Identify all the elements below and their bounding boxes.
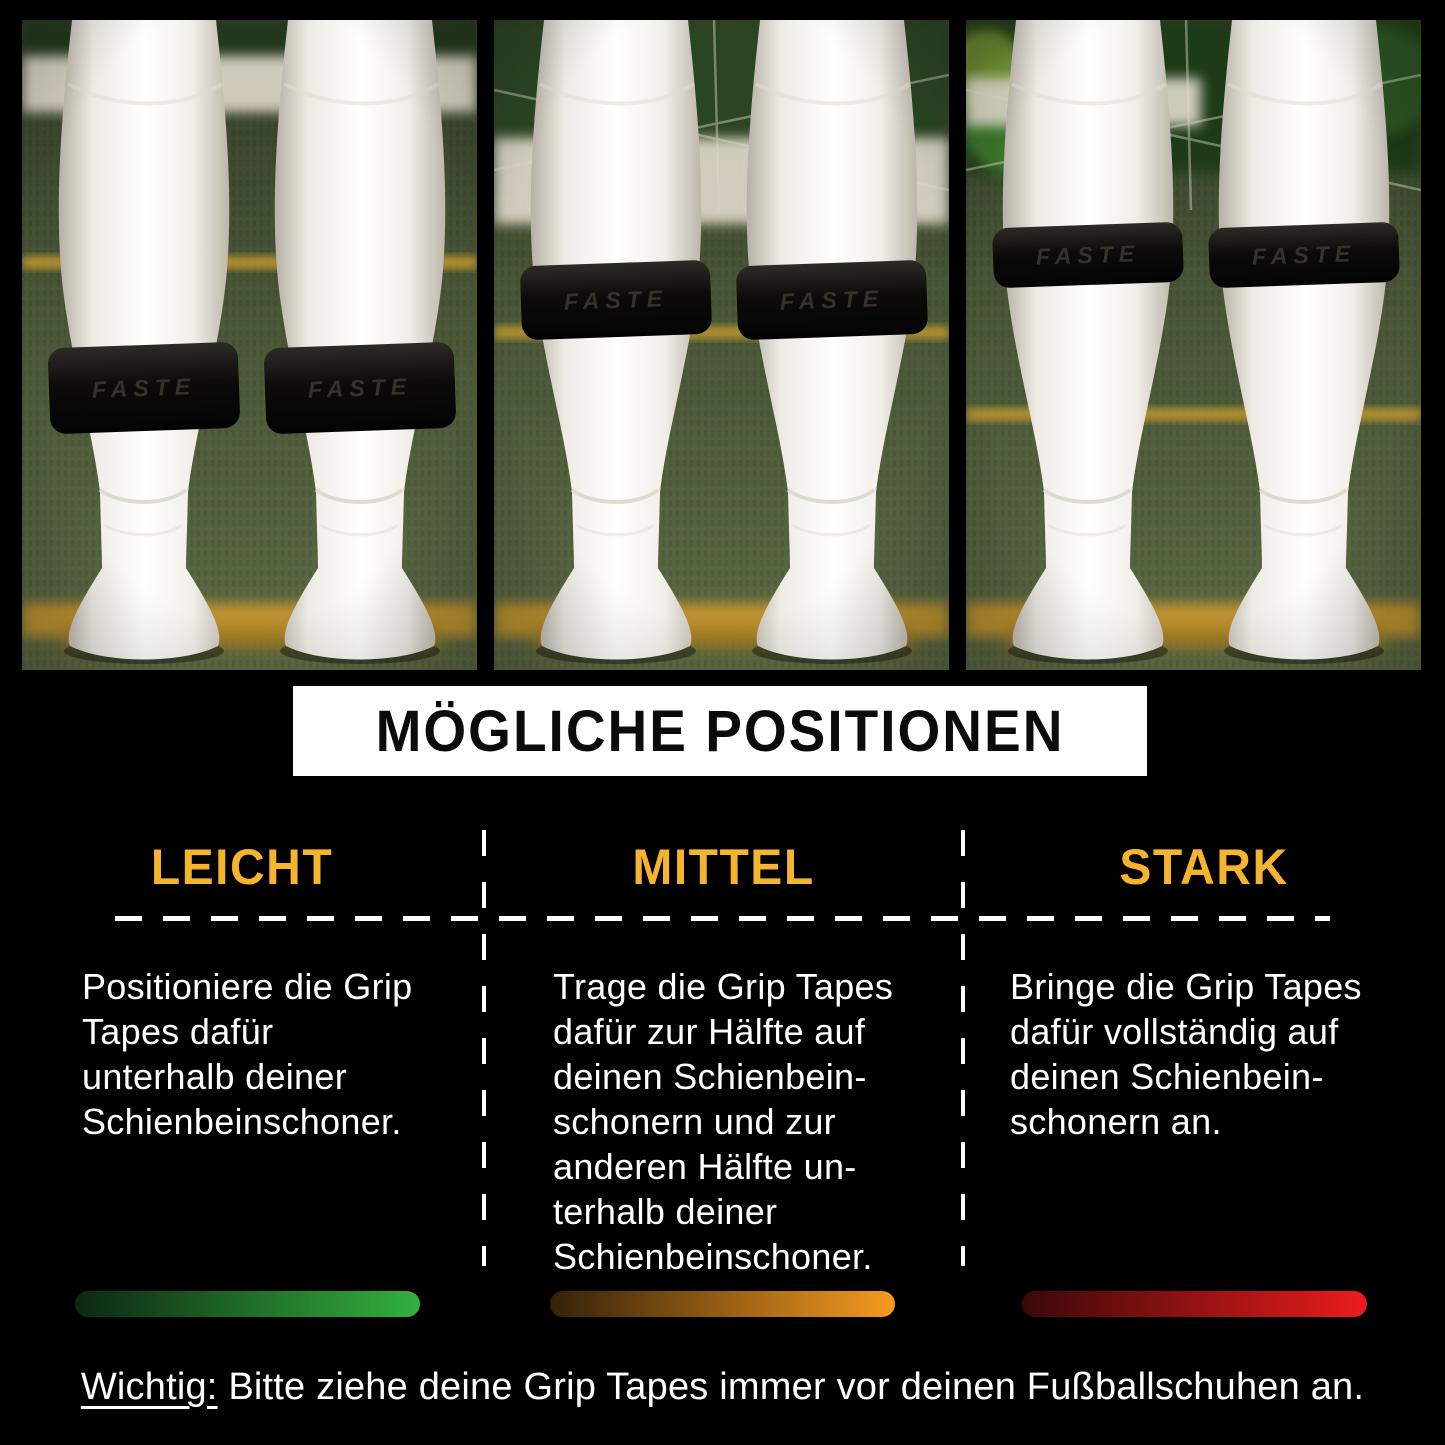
column-body-mittel: Trage die Grip Tapes dafür zur Hälfte au…: [553, 966, 894, 1277]
page-title: MÖGLICHE POSITIONEN: [375, 698, 1065, 764]
photo-illustration: FASTE FASTE: [966, 20, 1421, 670]
photo-tape-position-middle: FASTE FASTE: [494, 20, 949, 670]
photo-illustration: FASTE FASTE: [22, 20, 477, 670]
important-note-text: Bitte ziehe deine Grip Tapes immer vor d…: [217, 1366, 1365, 1408]
horizontal-dashed-divider: [115, 916, 1330, 921]
column-heading-stark: STARK: [1119, 839, 1289, 896]
column-heading-leicht: LEICHT: [150, 839, 334, 896]
vertical-dashed-divider: [482, 830, 486, 1266]
photo-tape-position-low: FASTE FASTE: [22, 20, 477, 670]
photo-illustration: FASTE FASTE: [494, 20, 949, 670]
intensity-bar-mittel-orange: [550, 1291, 895, 1317]
important-note-label: Wichtig:: [80, 1366, 218, 1408]
column-heading-mittel: MITTEL: [632, 839, 815, 896]
vertical-dashed-divider: [961, 830, 965, 1266]
intensity-bar-leicht-green: [75, 1291, 420, 1317]
intensity-bar-stark-red: [1022, 1291, 1367, 1317]
column-body-leicht: Positioniere die Grip Tapes dafür unterh…: [82, 966, 413, 1142]
photo-tape-position-high: FASTE FASTE: [966, 20, 1421, 670]
title-banner: MÖGLICHE POSITIONEN: [293, 686, 1147, 776]
column-body-stark: Bringe die Grip Tapes dafür vollständig …: [1010, 966, 1362, 1142]
important-note: Wichtig: Bitte ziehe deine Grip Tapes im…: [0, 1366, 1445, 1409]
